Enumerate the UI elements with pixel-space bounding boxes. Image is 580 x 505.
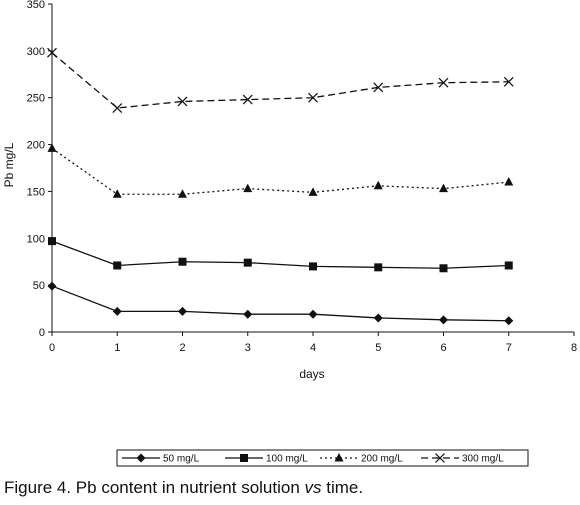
cross-stroke <box>177 96 188 107</box>
x-tick-label: 6 <box>440 342 446 354</box>
data-point-200-mg-l <box>439 183 448 193</box>
series-line-300-mg-l <box>51 52 509 109</box>
caption-emphasis: vs <box>304 478 322 497</box>
data-point-100-mg-l <box>309 262 317 271</box>
data-point-300-mg-l <box>503 76 514 87</box>
legend-marker-300-mg-l <box>435 453 445 463</box>
data-point-50-mg-l <box>47 281 57 291</box>
x-tick-label: 8 <box>571 342 577 354</box>
caption-suffix: time. <box>321 478 364 497</box>
data-point-300-mg-l <box>242 94 253 105</box>
series-line-200-mg-l <box>51 147 509 195</box>
x-tick-label: 3 <box>245 342 251 354</box>
data-point-50-mg-l <box>439 315 448 325</box>
data-point-100-mg-l <box>504 261 513 270</box>
legend-label-200-mg-l: 200 mg/L <box>361 454 403 465</box>
data-point-200-mg-l <box>504 177 514 186</box>
series-50-mg-l <box>47 281 514 326</box>
cross-stroke <box>112 103 123 113</box>
data-point-300-mg-l <box>308 92 318 103</box>
legend-marker-100-mg-l <box>240 454 248 462</box>
data-point-100-mg-l <box>48 237 56 246</box>
data-point-300-mg-l <box>177 96 188 107</box>
y-tick-label: 150 <box>27 186 45 198</box>
series-200-mg-l <box>47 143 514 198</box>
chart-axes: 0 50 100 150 200 250 300 350 0 1 2 3 4 5 6 7 8 <box>27 0 577 354</box>
cross-stroke <box>47 47 57 58</box>
data-point-200-mg-l <box>373 180 383 190</box>
data-point-300-mg-l <box>438 77 449 88</box>
series-line-50-mg-l <box>51 285 509 322</box>
cross-stroke <box>503 76 514 87</box>
data-point-50-mg-l <box>373 313 383 323</box>
y-tick-label: 100 <box>27 233 45 245</box>
x-tick-label: 0 <box>49 342 55 354</box>
cross-stroke <box>435 453 445 463</box>
cross-stroke <box>438 77 449 88</box>
cross-stroke <box>373 82 384 93</box>
series-layer <box>47 47 514 326</box>
x-tick-label: 2 <box>179 342 185 354</box>
data-point-100-mg-l <box>374 263 383 272</box>
data-point-200-mg-l <box>308 187 318 196</box>
y-tick-label: 350 <box>27 0 45 11</box>
legend-label-300-mg-l: 300 mg/L <box>462 454 504 465</box>
data-point-50-mg-l <box>504 316 514 326</box>
data-point-300-mg-l <box>112 103 123 113</box>
cross-stroke <box>242 94 253 105</box>
y-tick-label: 0 <box>39 327 45 339</box>
figure-caption: Figure 4. Pb content in nutrient solutio… <box>4 478 363 498</box>
x-tick-label: 5 <box>375 342 381 354</box>
legend-label-100-mg-l: 100 mg/L <box>266 454 308 465</box>
y-tick-label: 300 <box>27 46 45 58</box>
series-300-mg-l <box>47 47 514 113</box>
legend: 50 mg/L 100 mg/L 200 mg/L 300 mg/L <box>116 449 529 467</box>
chart: 0 50 100 150 200 250 300 350 0 1 2 3 4 5 6 7 8 Pb mg/L d… <box>2 0 577 467</box>
data-point-200-mg-l <box>112 189 122 198</box>
data-point-50-mg-l <box>112 306 122 316</box>
data-point-300-mg-l <box>47 47 57 58</box>
y-tick-label: 50 <box>33 280 45 292</box>
data-point-200-mg-l <box>47 143 57 152</box>
data-point-100-mg-l <box>113 261 122 270</box>
cross-stroke <box>308 92 318 103</box>
series-100-mg-l <box>48 237 513 273</box>
x-tick-label: 4 <box>310 342 316 354</box>
legend-marker-50-mg-l <box>136 453 146 463</box>
caption-prefix: Figure 4. Pb content in nutrient solutio… <box>4 478 305 497</box>
data-point-50-mg-l <box>308 309 318 319</box>
data-point-200-mg-l <box>178 189 187 198</box>
data-point-300-mg-l <box>373 82 384 93</box>
y-tick-label: 200 <box>27 140 45 152</box>
x-axis-label: days <box>299 367 324 381</box>
data-point-50-mg-l <box>243 309 253 319</box>
legend-label-50-mg-l: 50 mg/L <box>163 454 200 465</box>
data-point-200-mg-l <box>243 183 253 193</box>
x-tick-label: 1 <box>114 342 120 354</box>
y-tick-label: 250 <box>27 93 45 105</box>
y-axis-label: Pb mg/L <box>2 142 16 187</box>
legend-box <box>116 449 529 467</box>
data-point-100-mg-l <box>178 257 187 266</box>
series-line-100-mg-l <box>51 240 509 269</box>
data-point-50-mg-l <box>178 306 187 316</box>
x-tick-label: 7 <box>506 342 512 354</box>
legend-marker-200-mg-l <box>334 453 344 462</box>
data-point-100-mg-l <box>439 264 448 273</box>
data-point-100-mg-l <box>243 258 252 267</box>
